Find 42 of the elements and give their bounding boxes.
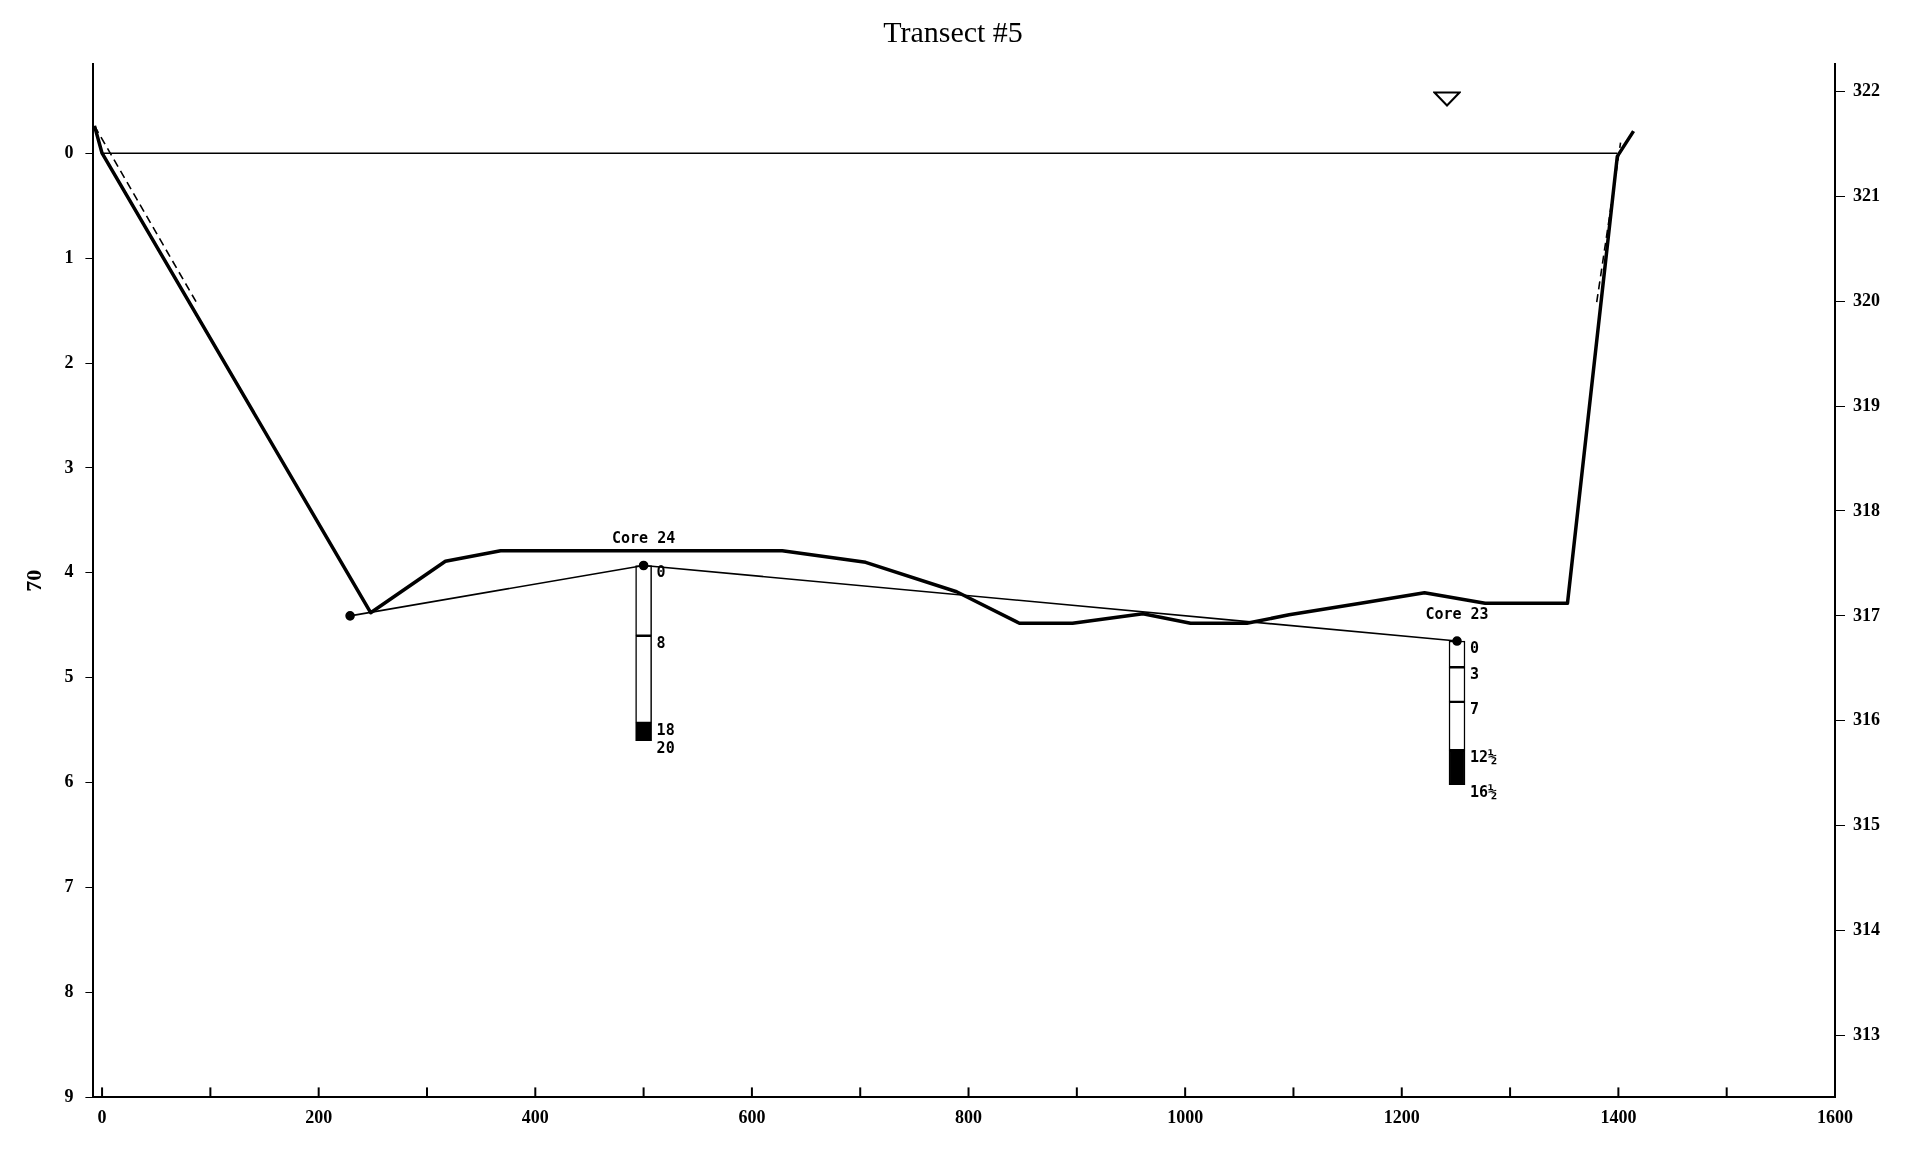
y-tick-label: 4: [64, 561, 74, 582]
annotation: 16½: [1470, 782, 1498, 801]
y-axis-title: 70: [20, 569, 46, 592]
annotation: 12½: [1470, 748, 1498, 767]
y2-tick-label: 318: [1853, 499, 1880, 520]
y-tick-label: 2: [64, 351, 74, 372]
chart-title: Transect #5: [883, 14, 1023, 48]
x-tick-label: 1600: [1817, 1106, 1853, 1127]
annotation: Core 23: [1425, 604, 1489, 623]
x-tick-label: 1000: [1167, 1106, 1204, 1127]
y2-tick-label: 322: [1853, 79, 1880, 100]
y2-tick-label: 320: [1853, 289, 1880, 310]
annotation: 7: [1470, 699, 1480, 718]
annotation: 0: [656, 563, 666, 582]
x-tick-label: 1200: [1383, 1106, 1420, 1127]
x-tick-label: 600: [738, 1106, 766, 1127]
annotation: 20: [656, 738, 675, 757]
y2-tick-label: 319: [1853, 394, 1880, 415]
annotation: 18: [656, 720, 675, 739]
y2-tick-label: 316: [1853, 709, 1880, 730]
y-tick-label: 6: [64, 771, 74, 792]
annotation: 0: [1470, 638, 1480, 657]
annotation: 8: [656, 633, 666, 652]
y-tick-label: 5: [64, 666, 74, 687]
y2-tick-label: 321: [1853, 184, 1880, 205]
x-tick-label: 400: [521, 1106, 549, 1127]
y-tick-label: 7: [64, 876, 74, 897]
annotation: Core 24: [612, 529, 676, 548]
y-tick-label: 8: [64, 981, 74, 1002]
y2-tick-label: 314: [1853, 919, 1880, 940]
x-tick-label: 0: [97, 1106, 107, 1127]
y-tick-label: 1: [64, 246, 74, 267]
y2-tick-label: 317: [1853, 604, 1880, 625]
y-tick-label: 9: [64, 1086, 74, 1107]
y2-tick-label: 313: [1853, 1024, 1880, 1045]
y2-tick-label: 315: [1853, 814, 1880, 835]
x-tick-label: 1400: [1600, 1106, 1637, 1127]
y-tick-label: 3: [64, 456, 74, 477]
x-tick-label: 800: [955, 1106, 983, 1127]
x-tick-label: 200: [305, 1106, 333, 1127]
annotation: 3: [1470, 665, 1480, 684]
y-tick-label: 0: [64, 141, 74, 162]
